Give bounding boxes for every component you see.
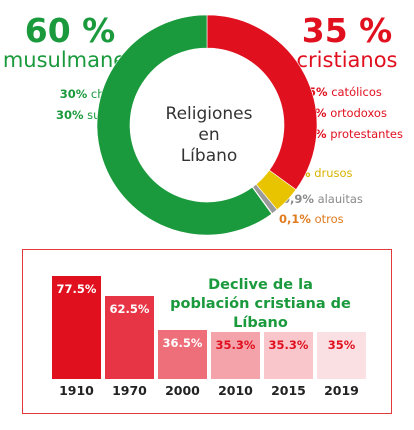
bar-2010: 35.3% bbox=[211, 332, 260, 379]
donut-slices bbox=[96, 14, 318, 236]
donut-slice-musulmanes bbox=[96, 14, 273, 236]
bar-1970: 62.5% bbox=[105, 295, 154, 379]
bar-year-label: 2019 bbox=[324, 383, 359, 398]
others-3-label: otros bbox=[314, 212, 344, 226]
bar-year-label: 2015 bbox=[271, 383, 306, 398]
christian-breakdown-3-label: protestantes bbox=[330, 127, 403, 141]
bar-year-label: 2010 bbox=[218, 383, 253, 398]
bar-value-label: 35.3% bbox=[215, 338, 256, 353]
bar-2019: 35% bbox=[317, 332, 366, 379]
religion-donut-chart bbox=[96, 14, 318, 236]
bar-year-label: 1970 bbox=[112, 383, 147, 398]
christian-decline-panel: Declive de la población cristiana de Líb… bbox=[22, 249, 392, 414]
bar-year-label: 1910 bbox=[59, 383, 94, 398]
bar-value-label: 62.5% bbox=[109, 301, 150, 316]
christian-header: 35 % cristianos bbox=[283, 11, 411, 73]
bar-value-label: 35% bbox=[327, 338, 356, 353]
others-3: 0,1% otros bbox=[279, 212, 344, 226]
others-1-label: drusos bbox=[314, 166, 353, 180]
muslim-header: 60 % musulmanes bbox=[0, 11, 140, 73]
bar-value-label: 77.5% bbox=[56, 282, 97, 296]
bar-1910: 77.5% bbox=[52, 276, 101, 379]
muslim-breakdown-2-value: 30% bbox=[55, 108, 84, 122]
bar-year-label: 2000 bbox=[165, 383, 200, 398]
others-2-label: alauitas bbox=[317, 192, 363, 206]
muslim-breakdown-1-value: 30% bbox=[59, 87, 88, 101]
bar-value-label: 35.3% bbox=[268, 338, 309, 353]
christian-breakdown-2-label: ortodoxos bbox=[330, 106, 387, 120]
bar-value-label: 36.5% bbox=[162, 336, 203, 351]
christian-percent: 35 % bbox=[301, 11, 393, 50]
donut-center-line-1: Religiones bbox=[165, 104, 253, 124]
muslim-percent: 60 % bbox=[24, 11, 116, 50]
bar-chart-title: Declive de la población cristiana de Líb… bbox=[170, 277, 351, 331]
christian-label: cristianos bbox=[296, 48, 398, 72]
others-3-value: 0,1% bbox=[279, 212, 311, 226]
donut-center-line-2: en bbox=[198, 125, 220, 145]
bar-2015: 35.3% bbox=[264, 332, 313, 379]
donut-center-label: Religiones en Líbano bbox=[154, 104, 264, 167]
donut-center-line-3: Líbano bbox=[180, 146, 238, 166]
bar-2000: 36.5% bbox=[158, 330, 207, 379]
christian-breakdown-1-label: católicos bbox=[331, 85, 382, 99]
